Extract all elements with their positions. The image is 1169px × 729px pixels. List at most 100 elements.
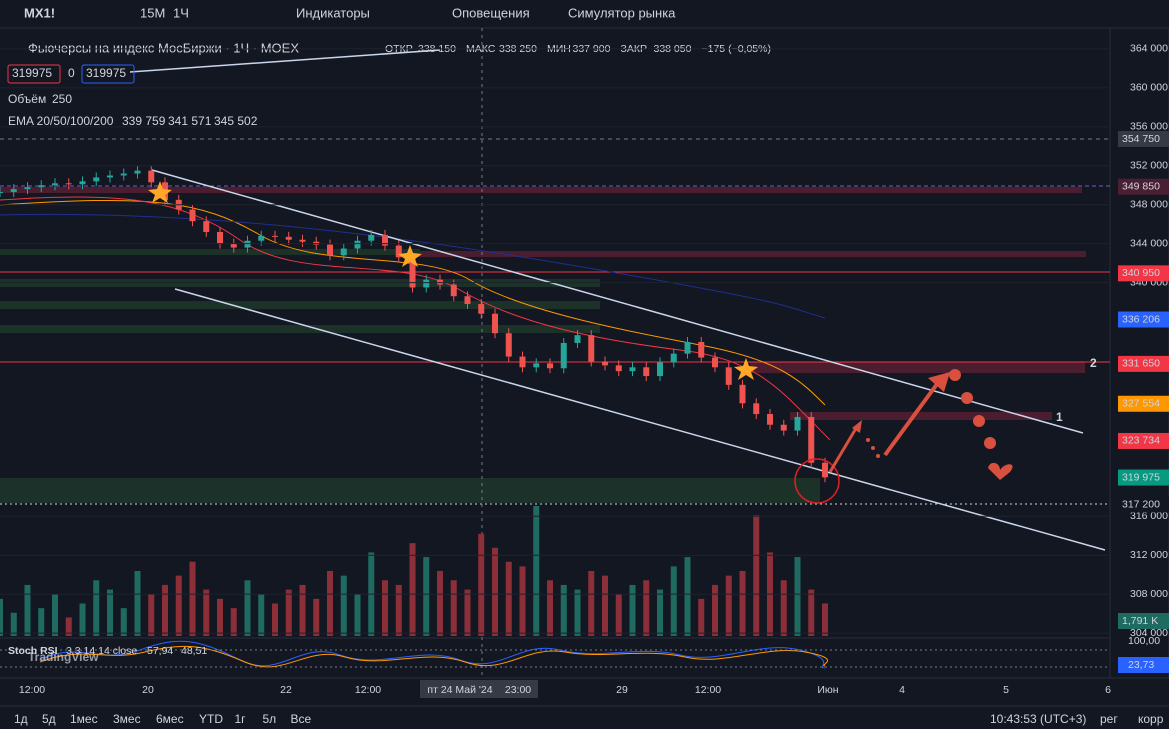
volume-bar: [93, 580, 100, 636]
arrow-head: [928, 372, 950, 392]
time-label: 20: [142, 684, 154, 696]
volume-bar: [822, 603, 828, 636]
candle: [464, 296, 471, 305]
price-tag: [1118, 311, 1169, 328]
candle: [712, 357, 718, 368]
volume-value: 250: [52, 92, 72, 106]
volume-bar: [230, 608, 237, 636]
candle: [0, 192, 3, 194]
adjust[interactable]: корр: [1138, 712, 1164, 726]
price-tag-label: 323 734: [1122, 435, 1160, 447]
volume-bar: [505, 561, 512, 636]
range-button[interactable]: 1г: [235, 712, 247, 726]
candle: [79, 181, 86, 185]
zone: [0, 249, 420, 255]
candle: [739, 384, 746, 404]
candle: [602, 361, 608, 366]
candle: [299, 239, 306, 242]
zone: [790, 412, 1052, 420]
price-tag-label: 317 200: [1122, 498, 1160, 510]
range-button[interactable]: 3мес: [113, 712, 141, 726]
range-button[interactable]: Все: [291, 712, 312, 726]
candle: [822, 462, 828, 478]
zone: [410, 251, 1086, 257]
candle: [327, 244, 333, 256]
symbol[interactable]: MX1!: [24, 5, 55, 20]
volume-bar: [65, 617, 72, 636]
candle: [767, 414, 773, 425]
volume-bar: [794, 557, 801, 636]
arrow: [883, 378, 942, 457]
price-tag-label: 336 206: [1122, 313, 1160, 325]
candle: [725, 367, 732, 385]
zone: [750, 362, 1085, 373]
candle: [230, 243, 237, 248]
time-label: 22: [280, 684, 292, 696]
volume-bar: [327, 571, 333, 636]
price-tag: [1118, 355, 1169, 372]
clock: 10:43:53 (UTC+3): [990, 712, 1086, 726]
volume-bar: [423, 557, 430, 636]
price-tick-label: 360 000: [1130, 82, 1168, 94]
ema-label: EMA 20/50/100/200: [8, 114, 114, 128]
price-tag-label: 349 850: [1122, 180, 1160, 192]
interval[interactable]: 15M: [140, 5, 165, 20]
stoch-axis-label: 100,00: [1128, 635, 1160, 647]
candle: [93, 177, 100, 182]
range-button[interactable]: 1д: [14, 712, 28, 726]
time-label: 12:00: [695, 684, 721, 696]
stoch-tag-label: 23,73: [1128, 659, 1154, 671]
symbol-title: Фьючерсы на индекс МосБиржи · 1Ч · MOEX: [28, 40, 299, 55]
candle: [574, 335, 581, 343]
annotation: 2: [1090, 356, 1097, 370]
range-button[interactable]: 5л: [263, 712, 277, 726]
candle: [670, 353, 677, 363]
time-label: 6: [1105, 684, 1111, 696]
candle: [547, 363, 553, 369]
candle: [189, 209, 196, 222]
price-tag-label: 327 554: [1122, 398, 1160, 410]
alerts-button[interactable]: Оповещения: [452, 5, 530, 20]
channel-line: [151, 169, 1084, 434]
range-button[interactable]: 6мес: [156, 712, 184, 726]
candle: [643, 367, 650, 377]
volume-bar: [299, 584, 306, 636]
zone: [0, 325, 600, 333]
ema-value: 345 502: [214, 114, 258, 128]
sell-price: 319975: [12, 66, 52, 80]
interval[interactable]: 1Ч: [173, 5, 189, 20]
price-tag-label: 340 950: [1122, 267, 1160, 279]
price-tag-label: 354 750: [1122, 133, 1160, 145]
candles: [0, 165, 828, 483]
volume-tag: [1118, 613, 1169, 629]
volume-bar: [464, 589, 471, 636]
stoch-tag: [1118, 657, 1169, 673]
candle: [52, 183, 58, 186]
session[interactable]: рег: [1100, 712, 1118, 726]
range-button[interactable]: YTD: [199, 712, 223, 726]
candle: [409, 257, 416, 288]
volume-bar: [519, 566, 526, 636]
price-tag: [1118, 496, 1169, 513]
trend-line: [129, 49, 441, 73]
volume-bar: [725, 575, 732, 636]
price-tag: [1118, 469, 1169, 486]
volume-bar: [189, 561, 196, 636]
indicators-button[interactable]: Индикаторы: [296, 5, 370, 20]
volumes: [0, 506, 828, 636]
candle: [38, 185, 45, 188]
candle: [808, 416, 815, 463]
candle: [65, 183, 72, 185]
price-tick-label: 344 000: [1130, 237, 1168, 249]
candle: [258, 235, 265, 241]
candle: [120, 173, 127, 176]
range-button[interactable]: 1мес: [70, 712, 98, 726]
stoch-k-value: 57,94: [147, 645, 173, 657]
volume-tag-label: 1,791 K: [1122, 615, 1158, 627]
range-button[interactable]: 5д: [42, 712, 56, 726]
volume-bar: [492, 547, 498, 636]
replay-button[interactable]: Симулятор рынка: [568, 5, 676, 20]
volume-bar: [0, 598, 3, 636]
